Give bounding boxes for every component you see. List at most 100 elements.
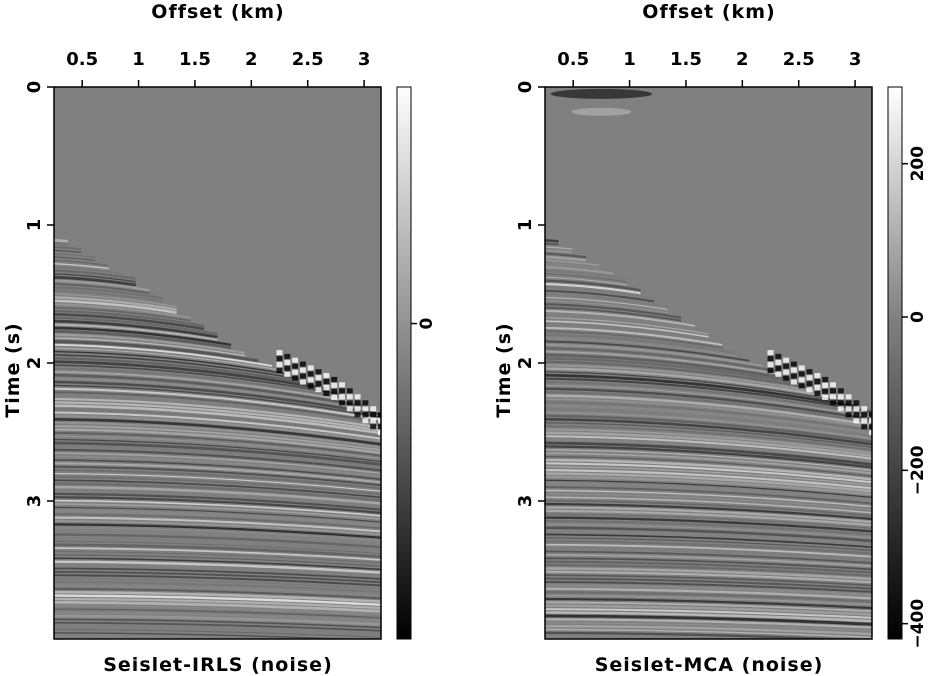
reflection-event [545, 554, 872, 568]
reflection-event [54, 570, 381, 584]
strong-event-cell [853, 406, 860, 412]
reflection-event [545, 414, 872, 443]
reflection-event [545, 608, 872, 619]
reflection-event [54, 520, 381, 536]
reflection-event [545, 581, 872, 593]
y-tick-label: 2 [515, 357, 536, 370]
strong-event-cell [323, 379, 330, 384]
reflection-event [545, 347, 777, 373]
reflection-event [545, 591, 872, 603]
reflection-event [54, 306, 191, 322]
reflection-event [545, 502, 872, 521]
x-ticks: 0.5 1 1.5 2 2.5 3 [66, 49, 370, 87]
strong-event-cell [767, 368, 774, 374]
reflection-event [545, 594, 872, 606]
strong-event-cell [861, 406, 868, 412]
x-tick-label: 0.5 [557, 49, 589, 70]
reflection-event [545, 499, 872, 517]
reflection-event [54, 533, 381, 549]
reflection-event [54, 245, 82, 251]
strong-event-cell [362, 400, 369, 406]
reflection-event [545, 337, 736, 357]
reflection-event [545, 441, 872, 466]
strong-event-cell [814, 385, 821, 390]
strong-event-cell [837, 406, 844, 412]
reflection-event [545, 622, 872, 632]
reflection-event [545, 242, 559, 246]
reflection-event [545, 550, 872, 564]
reflection-event [545, 340, 750, 362]
reflection-event [54, 601, 381, 613]
reflection-event [54, 303, 191, 319]
reflection-event [54, 536, 381, 552]
strong-event-cell [323, 391, 330, 396]
reflection-event [54, 621, 381, 632]
reflection-event [545, 353, 791, 381]
reflection-event [545, 506, 872, 524]
strong-event-cell [853, 412, 860, 418]
reflection-event [545, 408, 872, 437]
strong-event-cell [830, 388, 836, 394]
reflection-event [54, 329, 232, 350]
strong-event-cell [798, 377, 805, 383]
reflection-event [545, 496, 872, 514]
reflection-event [545, 296, 668, 311]
strong-event-cell [378, 424, 381, 430]
reflection-event [545, 489, 872, 508]
strong-event-cell [307, 377, 314, 383]
reflection-event [54, 380, 381, 416]
strong-event-cell [775, 371, 782, 377]
strong-event-cell [362, 418, 369, 424]
y-tick-label: 3 [515, 495, 536, 508]
reflection-event [54, 252, 95, 258]
reflection-event [545, 513, 872, 530]
reflection-event [545, 493, 872, 511]
reflection-event [545, 398, 872, 429]
x-tick-label: 2 [245, 49, 258, 70]
reflection-event [545, 526, 872, 543]
reflection-event [545, 255, 587, 262]
strong-event-cell [775, 365, 782, 371]
strong-event-cell [370, 406, 377, 412]
panel-seislet-mca: Seislet-MCA (noise) Offset (km) Time (s)… [493, 1, 928, 676]
strong-event-cell [284, 353, 291, 359]
reflection-event [54, 597, 381, 610]
y-tick-label: 2 [24, 357, 45, 370]
reflection-event [545, 282, 641, 295]
strong-event-cell [861, 418, 868, 424]
reflection-event [545, 624, 872, 636]
strong-event-cell [370, 418, 377, 424]
reflection-event [54, 273, 136, 283]
reflection-event [54, 618, 381, 629]
reflection-event [545, 530, 872, 545]
strong-event-cell [845, 394, 852, 400]
strong-event-cell [869, 424, 872, 430]
strong-event-cell [276, 356, 283, 362]
reflection-event [545, 557, 872, 571]
strong-event-cell [767, 362, 774, 368]
strong-event-cell [814, 391, 821, 396]
reflection-event [545, 546, 872, 562]
strong-event-cell [292, 375, 299, 381]
reflection-event [545, 567, 872, 581]
strong-event-cell [822, 382, 829, 388]
strong-event-cell [292, 357, 299, 363]
reflection-event [54, 590, 381, 603]
reflection-event [54, 408, 381, 437]
reflection-event [54, 312, 205, 331]
reflection-event [545, 428, 872, 454]
reflection-event [545, 584, 872, 597]
strong-event-cell [830, 400, 836, 406]
reflection-event [54, 340, 259, 363]
reflection-event [545, 577, 872, 590]
reflection-event [54, 326, 232, 347]
reflection-event [54, 482, 381, 502]
reflection-event [545, 601, 872, 613]
reflection-event [54, 560, 381, 574]
strong-event-cell [346, 400, 353, 406]
strong-event-cell [798, 371, 805, 377]
colorbar-tick-label: −200 [908, 445, 928, 495]
reflection-event [54, 425, 381, 451]
strong-event-cell [775, 359, 782, 365]
reflection-event [54, 435, 381, 460]
